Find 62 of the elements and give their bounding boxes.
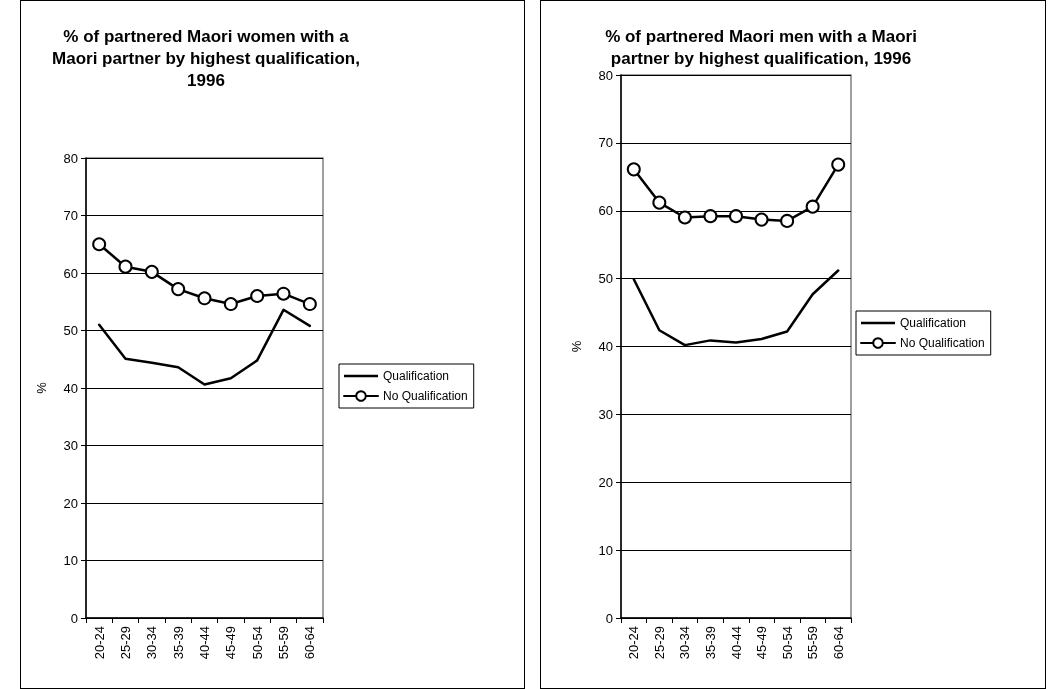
x-tick-label: 55-59 [805,626,821,660]
y-tick-label: 40 [598,339,613,354]
point [223,297,238,312]
y-tick-label: 20 [598,474,613,490]
chart-title: % of partnered Maori women with a Maori partner by highest qualification, 1996 [51,26,361,92]
point [831,157,846,172]
x-tick-label: 30-34 [144,626,160,660]
x-tick-label: 40-44 [728,626,744,660]
y-tick-label: 70 [598,135,613,151]
x-tick-label: 40-44 [197,626,212,660]
point [652,195,667,210]
point [626,162,641,177]
x-tick-label: 45-49 [754,626,770,660]
x-tick-label: 30-34 [677,626,693,660]
x-tick-label: 60-64 [830,626,846,660]
y-tick-label: 30 [598,406,613,422]
point [118,259,133,274]
y-tick-label: 50 [63,323,78,338]
x-tick-label: 20-24 [626,626,642,660]
x-tick-label: 50-54 [249,626,265,660]
x-tick-label: 55-59 [276,626,291,660]
x-tick-label: 25-29 [651,626,667,660]
y-tick-label: 60 [598,203,613,219]
y-tick-label: 0 [70,610,78,626]
x-tick-label: 60-64 [302,626,318,660]
y-tick-label: 70 [63,208,78,223]
y-tick-label: 0 [605,610,613,626]
y-axis-title: % [569,340,584,353]
x-tick-label: 25-29 [118,626,133,660]
point [92,237,107,252]
legend-label: No Qualification [900,336,985,350]
legend-label: Qualification [900,316,967,330]
y-tick-label: 80 [63,150,78,166]
x-tick-label: 45-49 [223,626,239,660]
y-tick-label: 50 [598,271,613,287]
point [703,209,718,224]
x-tick-label: 20-24 [91,626,107,660]
y-tick-label: 10 [63,553,78,568]
legend-label: Qualification [383,369,450,383]
point [197,291,212,306]
point [250,289,265,303]
x-tick-label: 35-39 [702,626,718,660]
point [276,286,291,301]
legend-label: No Qualification [383,389,468,403]
point [805,199,820,214]
point [171,282,186,297]
chart-title: % of partnered Maori men with a Maori partner by highest qualification, 1996 [604,26,918,70]
point [754,212,769,227]
point [729,209,743,224]
y-tick-label: 80 [598,67,613,83]
x-tick-label: 35-39 [170,626,186,660]
x-tick-label: 50-54 [779,626,795,660]
y-tick-label: 10 [598,542,613,558]
y-tick-label: 20 [63,495,78,511]
y-tick-label: 40 [63,380,78,396]
point [302,297,317,312]
point [780,213,795,228]
point [144,264,159,279]
y-tick-label: 60 [63,265,78,281]
y-axis-title: % [34,381,49,394]
point [677,210,692,225]
y-tick-label: 30 [63,438,78,453]
